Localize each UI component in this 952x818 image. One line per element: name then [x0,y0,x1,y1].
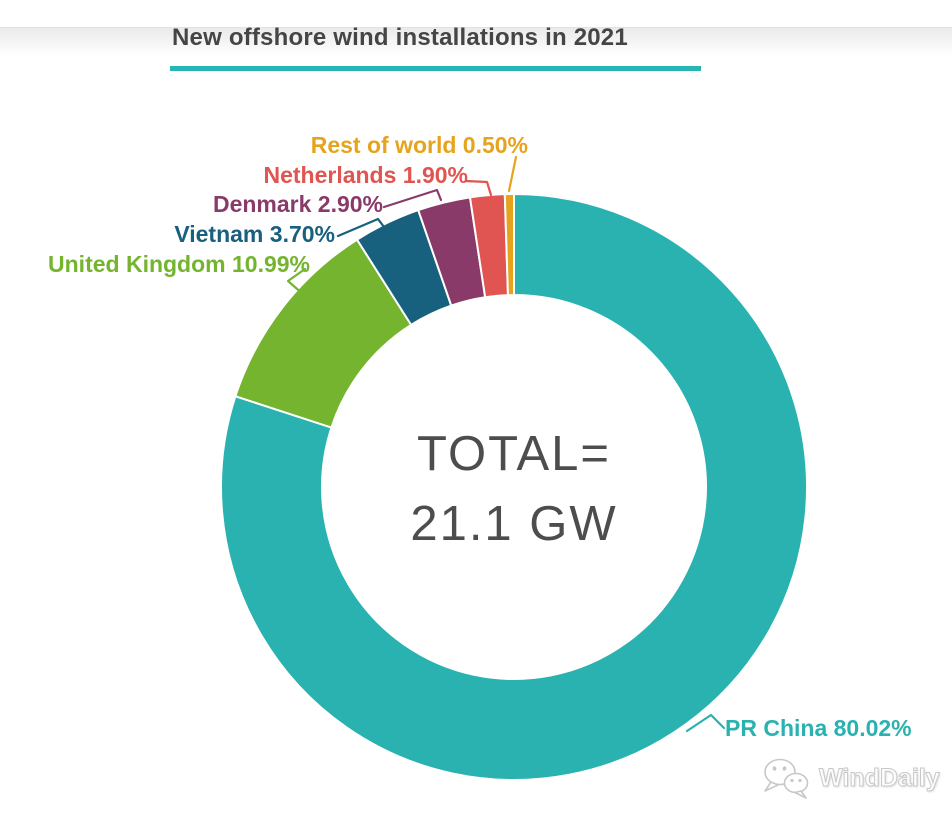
leader-rest-of-world [507,155,518,193]
total-value: 21.1 GW [410,497,618,551]
wechat-icon [764,758,809,799]
top-gradient-band [0,27,952,56]
label-vietnam: Vietnam 3.70% [174,221,335,247]
watermark-text: WindDaily [819,763,941,792]
title-underline [170,66,701,71]
leader-netherlands [464,179,493,197]
label-denmark: Denmark 2.90% [212,191,383,217]
leader-pr-china [685,713,726,733]
watermark: WindDaily [760,755,940,801]
donut-slices [220,192,808,781]
slice-pr-china [220,192,808,781]
label-rest-of-world: Rest of world 0.50% [310,132,528,158]
donut-center-total: TOTAL= 21.1 GW [314,419,714,559]
leader-united-kingdom [286,267,314,304]
total-label: TOTAL= [416,427,611,481]
page-title: New offshore wind installations in 2021 [172,24,628,51]
leader-lines [286,155,726,733]
leader-denmark [382,188,443,209]
leader-vietnam [336,217,386,238]
slice-rest-of-world [503,192,515,297]
label-united-kingdom: United Kingdom 10.99% [48,251,310,277]
label-netherlands: Netherlands 1.90% [263,162,468,188]
label-pr-china: PR China 80.02% [725,715,912,741]
